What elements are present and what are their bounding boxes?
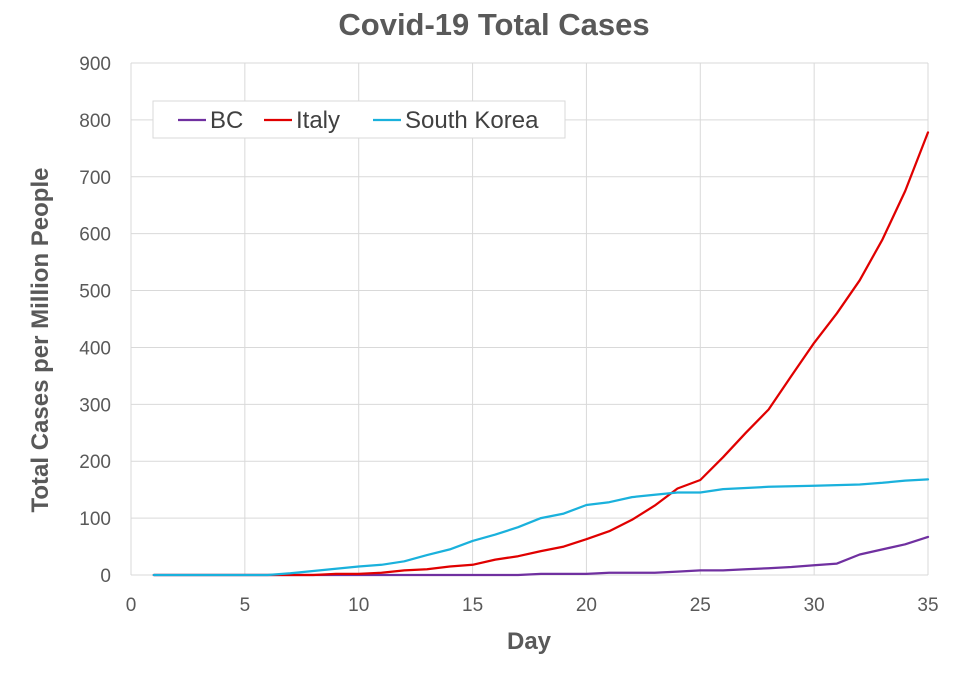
x-tick-label: 5 xyxy=(240,595,251,616)
y-tick-label: 600 xyxy=(79,225,111,246)
y-tick-label: 700 xyxy=(79,168,111,189)
y-tick-label: 100 xyxy=(79,509,111,530)
x-tick-label: 10 xyxy=(348,595,369,616)
legend-box xyxy=(152,100,566,139)
y-tick-label: 300 xyxy=(79,395,111,416)
legend: BC Italy South Korea xyxy=(152,100,566,139)
legend-label-south-korea: South Korea xyxy=(405,107,539,134)
x-axis-ticks: 0 5 10 15 20 25 30 35 xyxy=(126,595,939,616)
legend-label-italy: Italy xyxy=(296,107,340,134)
x-tick-label: 20 xyxy=(576,595,597,616)
chart-title: Covid-19 Total Cases xyxy=(338,7,649,42)
series-lines xyxy=(152,131,930,577)
legend-label-bc: BC xyxy=(210,107,243,134)
x-tick-label: 15 xyxy=(462,595,483,616)
x-tick-label: 25 xyxy=(690,595,711,616)
y-tick-label: 800 xyxy=(79,111,111,132)
x-tick-label: 35 xyxy=(917,595,938,616)
y-axis-ticks: 0 100 200 300 400 500 600 700 800 900 xyxy=(79,54,111,587)
y-tick-label: 200 xyxy=(79,452,111,473)
x-axis-title: Day xyxy=(507,628,552,655)
series-line-south-korea xyxy=(152,478,930,577)
series-line-italy xyxy=(152,131,930,577)
y-tick-label: 0 xyxy=(100,566,111,587)
y-tick-label: 400 xyxy=(79,338,111,359)
y-tick-label: 500 xyxy=(79,282,111,303)
x-tick-label: 0 xyxy=(126,595,137,616)
y-tick-label: 900 xyxy=(79,54,111,75)
y-axis-title: Total Cases per Million People xyxy=(27,168,54,513)
x-tick-label: 30 xyxy=(804,595,825,616)
